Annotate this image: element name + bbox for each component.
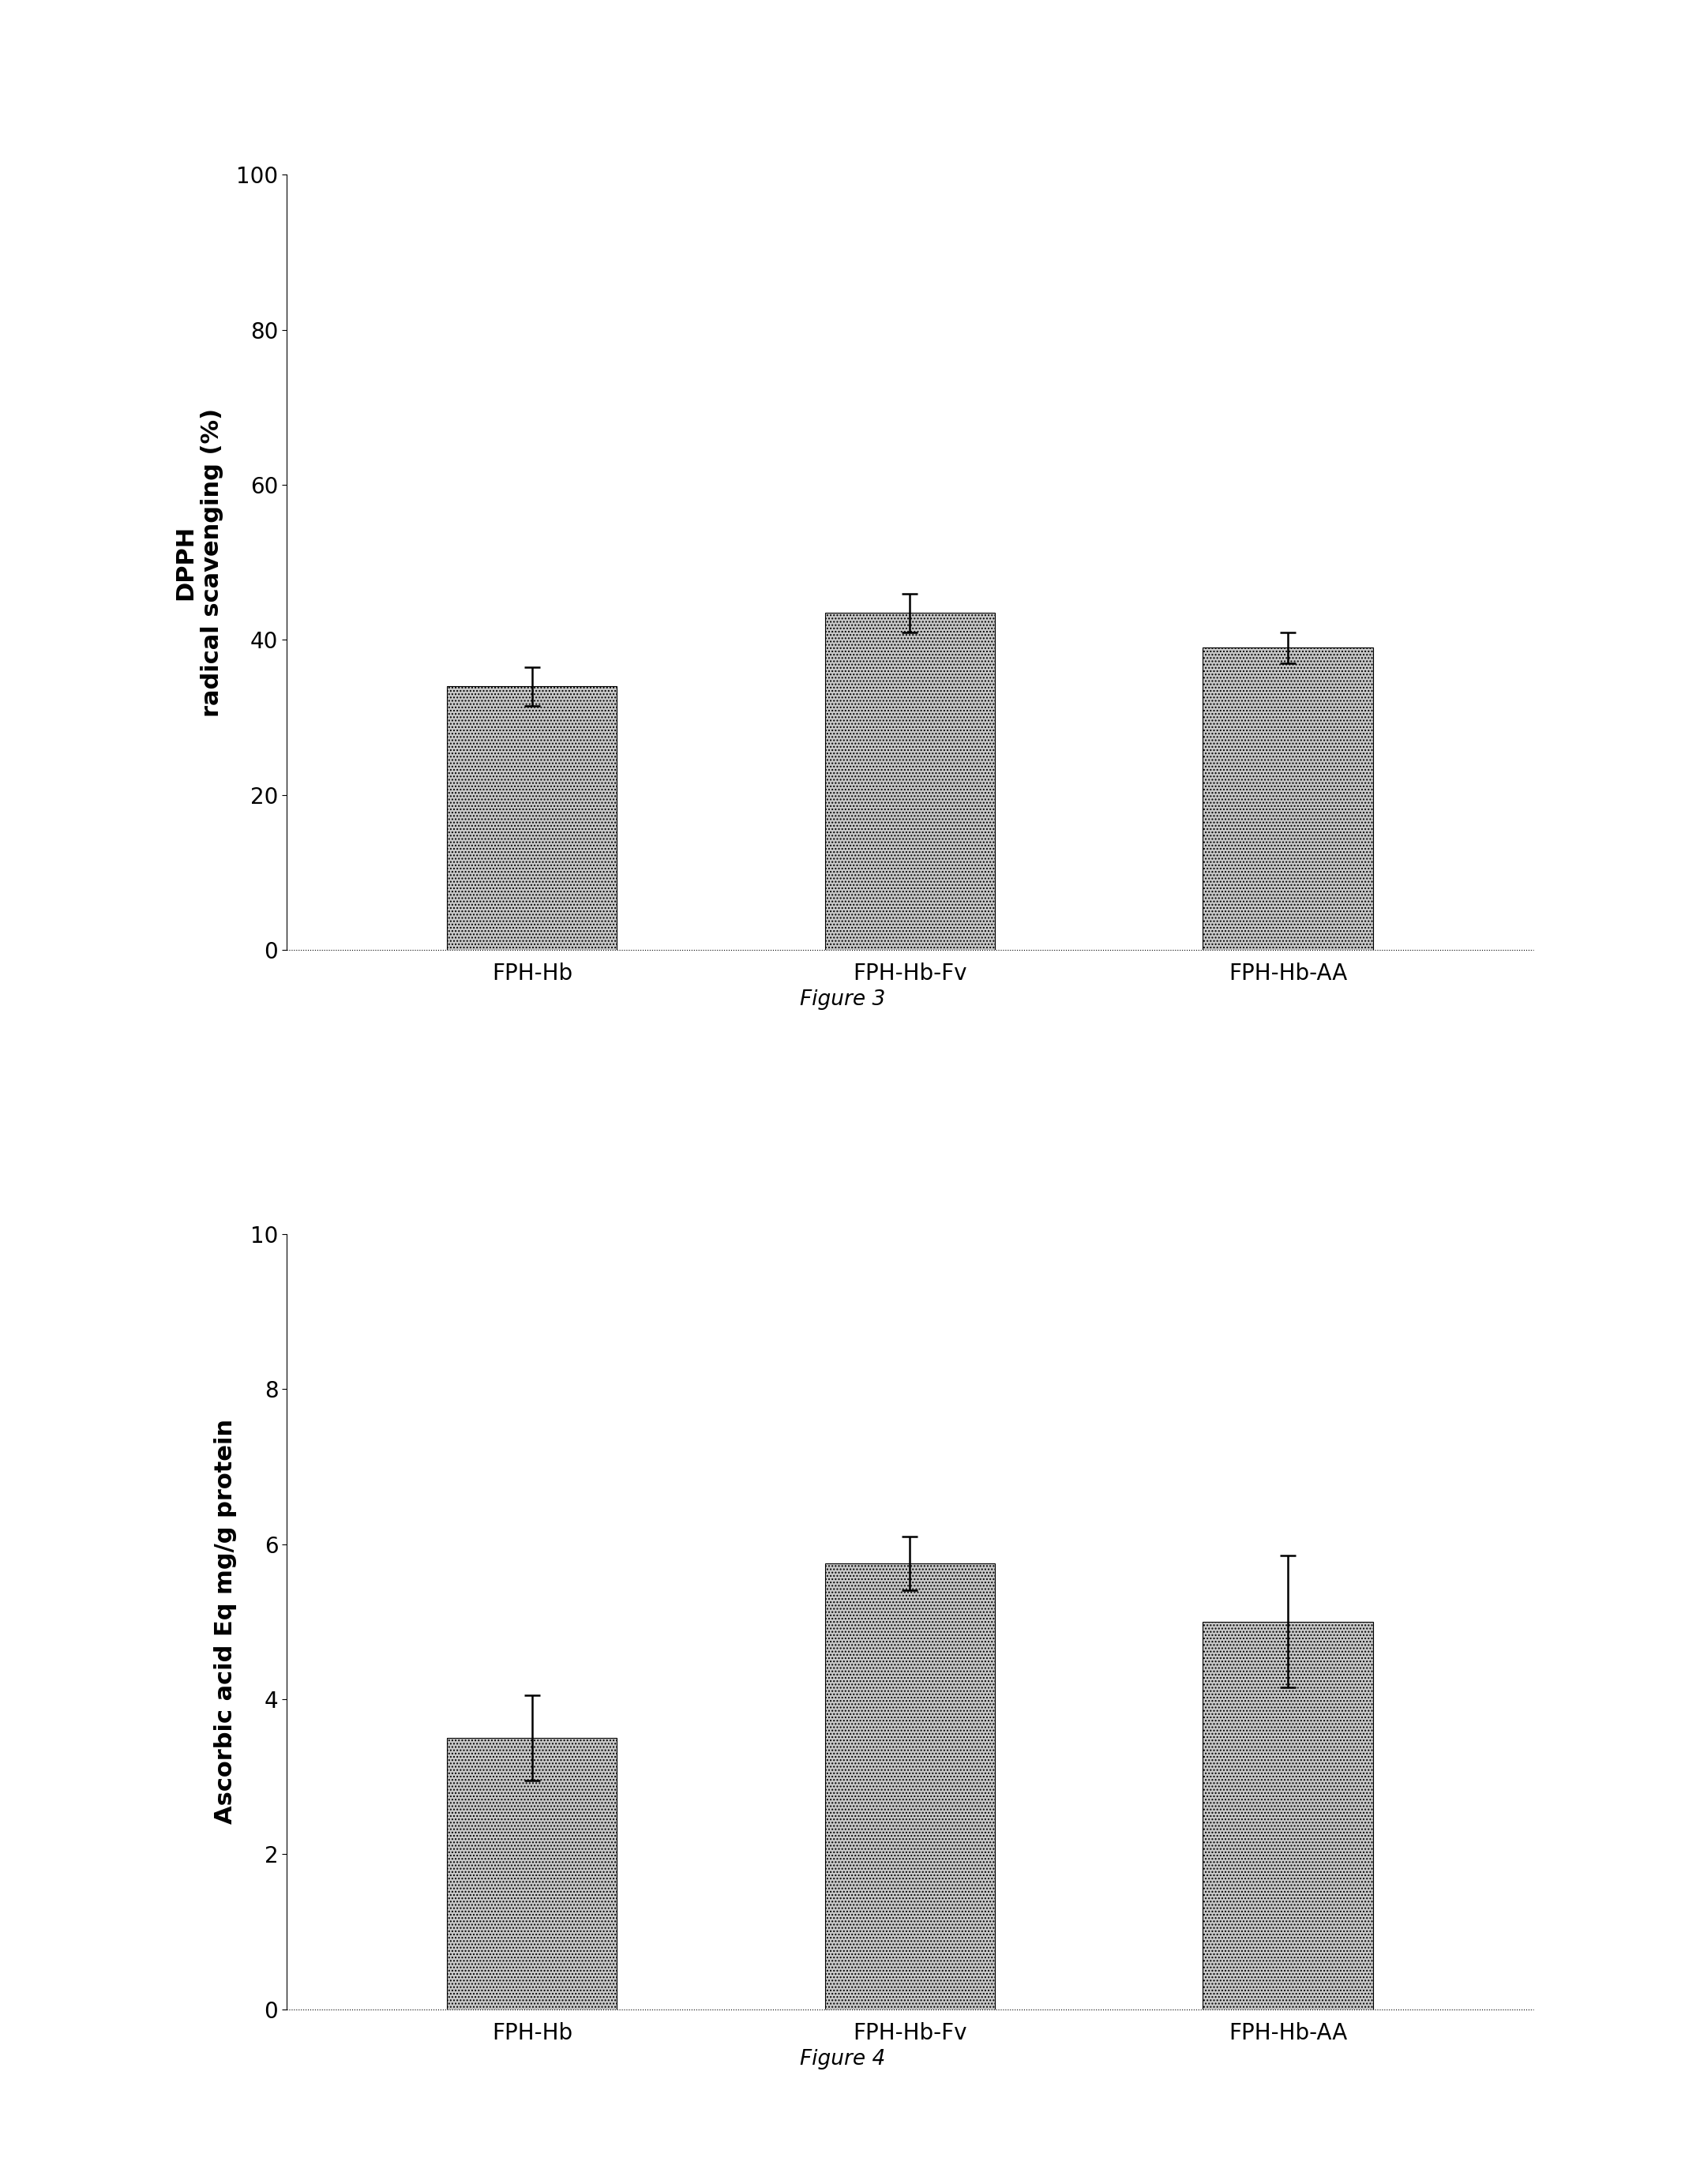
Bar: [826, 614, 994, 950]
Text: Figure 3: Figure 3: [800, 989, 885, 1009]
Bar: [826, 1564, 994, 2009]
Bar: [447, 1738, 617, 2009]
Y-axis label: Ascorbic acid Eq mg/g protein: Ascorbic acid Eq mg/g protein: [214, 1420, 238, 1824]
Bar: [1203, 649, 1373, 950]
Bar: [1203, 1621, 1373, 2009]
Bar: [447, 686, 617, 950]
Y-axis label: DPPH
radical scavenging (%): DPPH radical scavenging (%): [174, 408, 222, 716]
Text: Figure 4: Figure 4: [800, 2049, 885, 2068]
